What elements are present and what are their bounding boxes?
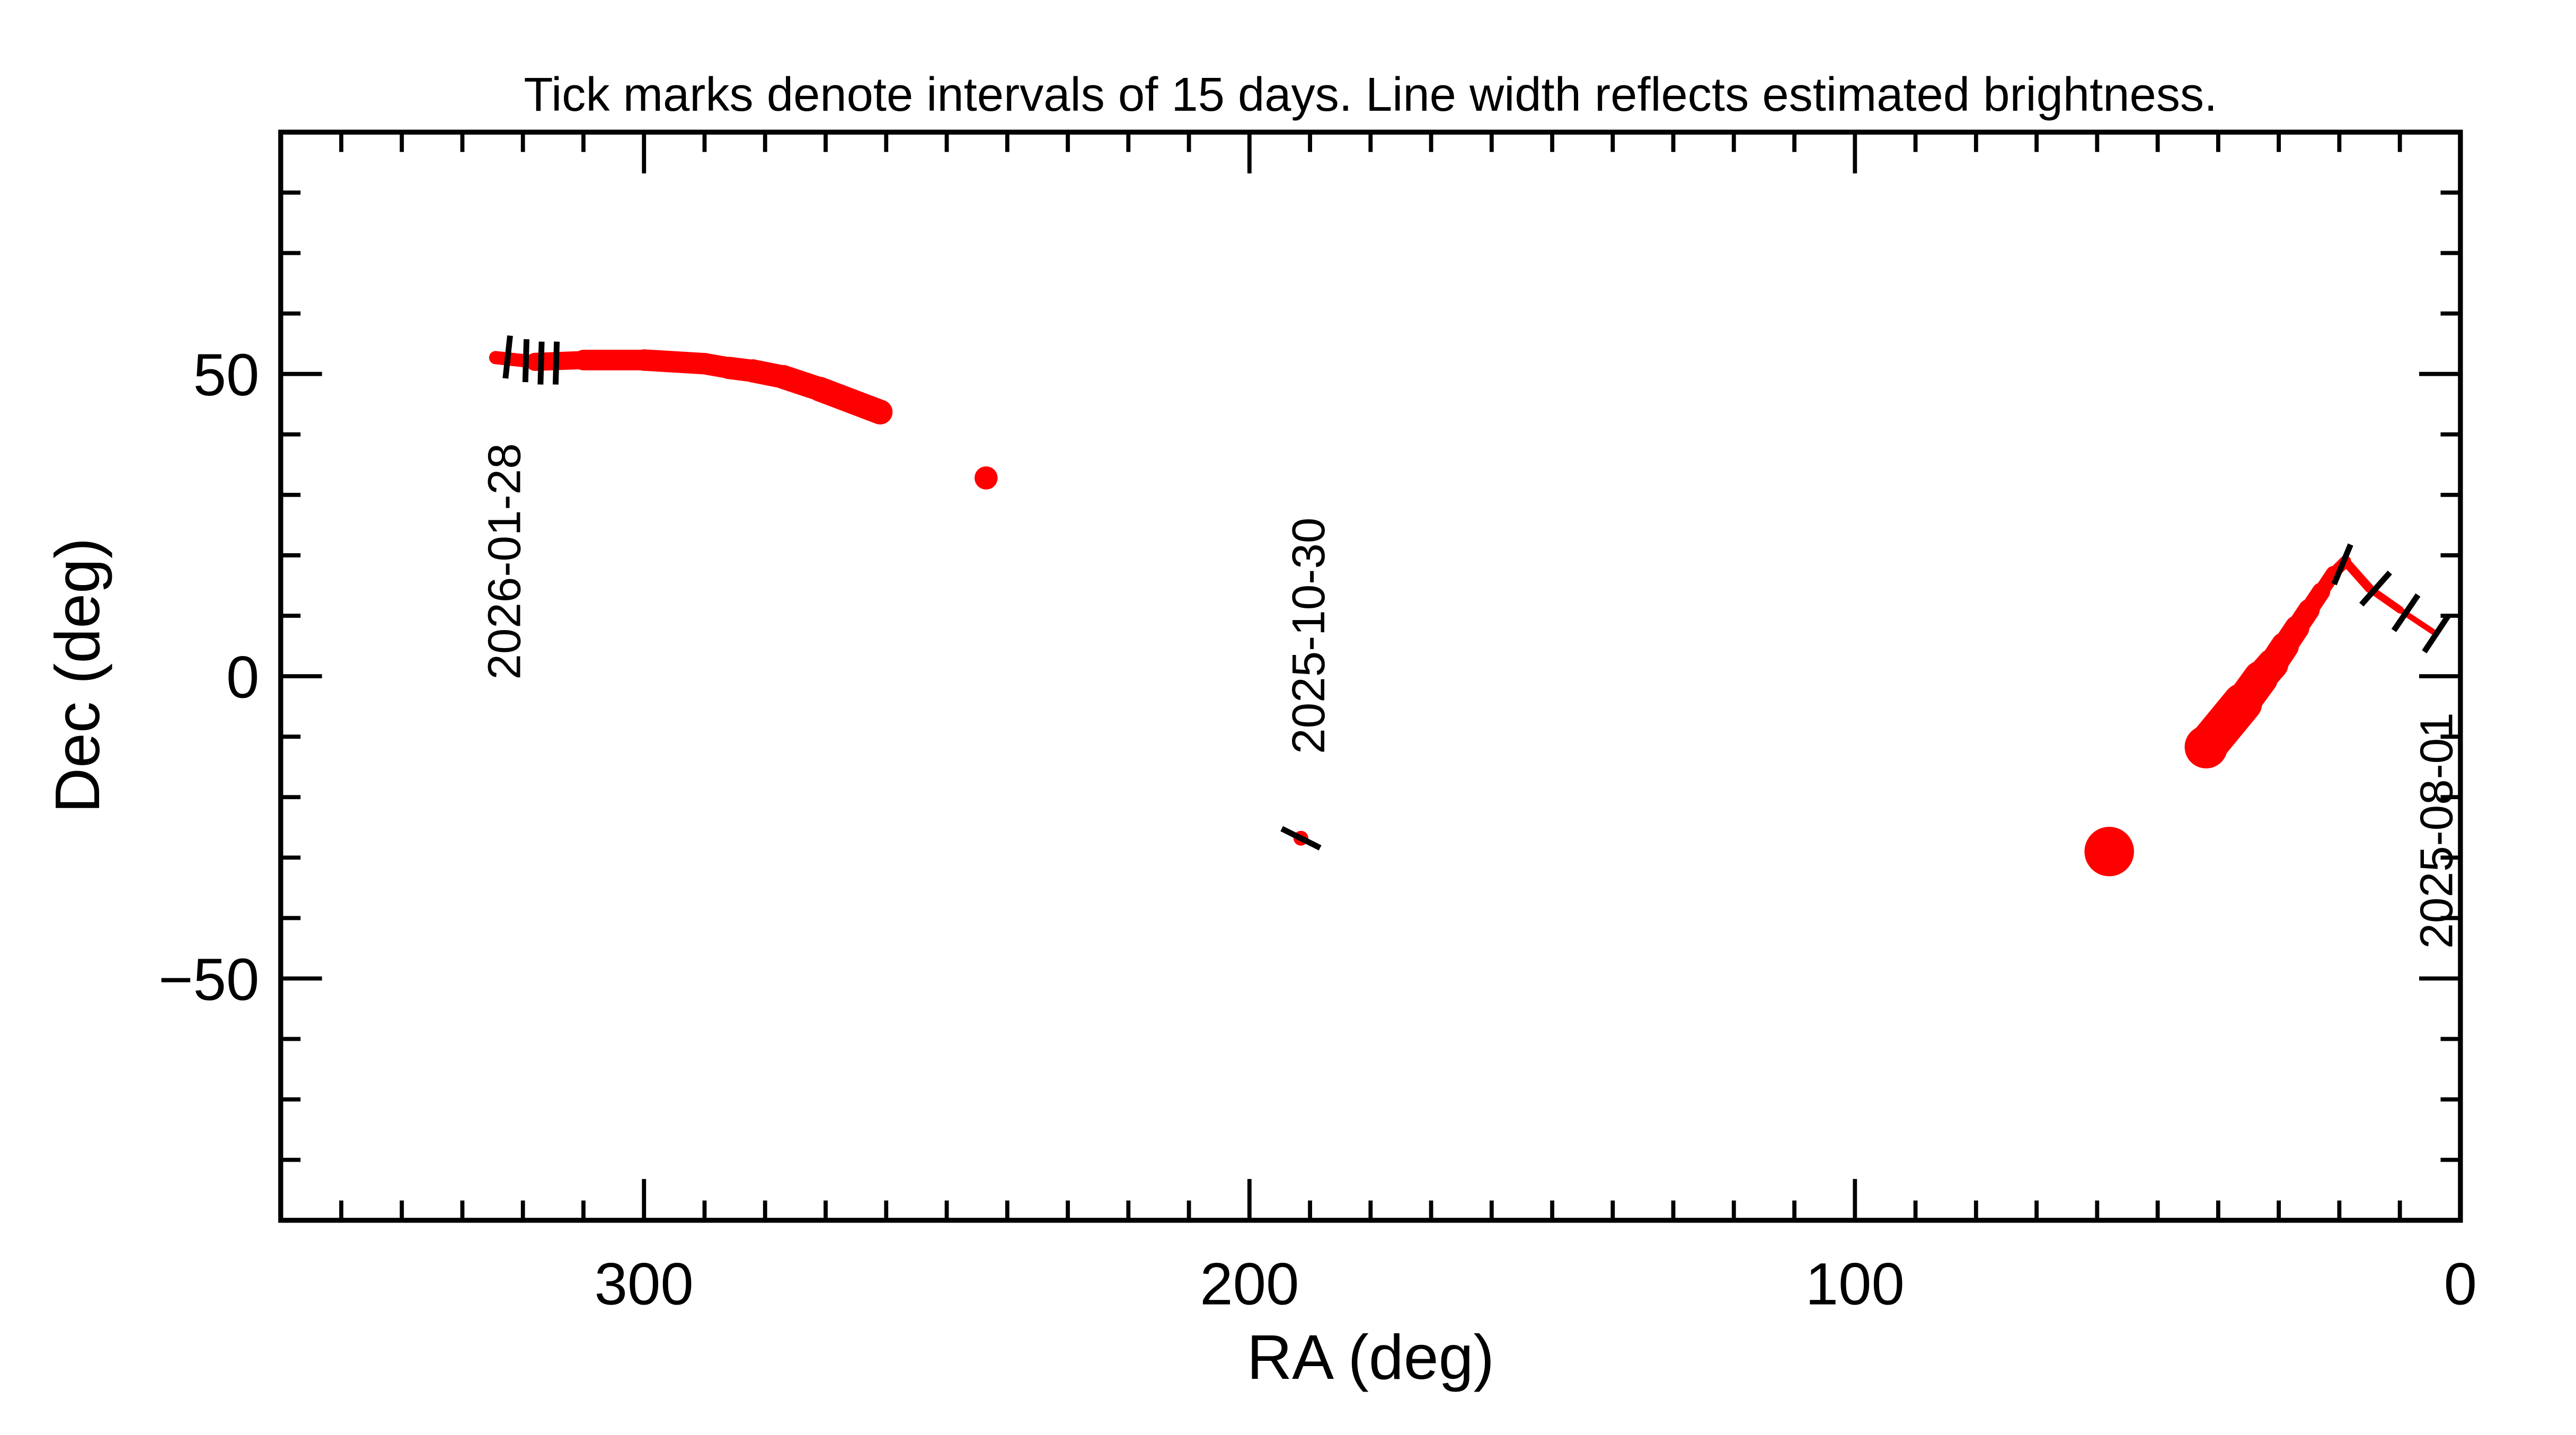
x-axis-label: RA (deg) bbox=[1247, 1323, 1494, 1393]
track-point bbox=[2084, 827, 2134, 876]
track-point bbox=[2224, 685, 2261, 721]
track-point bbox=[633, 349, 655, 371]
x-tick-label: 100 bbox=[1805, 1251, 1905, 1317]
track-point bbox=[2285, 616, 2309, 640]
track-point bbox=[2244, 661, 2277, 695]
x-tick-label: 300 bbox=[595, 1251, 694, 1317]
interval-tick bbox=[522, 339, 530, 383]
track-point bbox=[2184, 725, 2228, 769]
track-segment bbox=[2341, 556, 2375, 594]
plot-frame bbox=[278, 129, 2463, 1223]
interval-tick bbox=[1280, 826, 1322, 851]
interval-tick bbox=[553, 341, 560, 385]
date-label: 2025-08-01 bbox=[2411, 712, 2462, 949]
y-axis-label: Dec (deg) bbox=[43, 538, 113, 813]
chart-title: Tick marks denote intervals of 15 days. … bbox=[524, 68, 2217, 121]
track-point bbox=[573, 350, 594, 370]
y-tick-label: 50 bbox=[193, 341, 259, 408]
track-point bbox=[2299, 599, 2319, 620]
track-point bbox=[694, 353, 715, 375]
interval-tick bbox=[2359, 570, 2392, 607]
plot-marks bbox=[489, 335, 2451, 876]
track-point bbox=[741, 359, 765, 383]
axis-ticks bbox=[278, 130, 2463, 1223]
x-tick-label: 0 bbox=[2444, 1251, 2477, 1317]
track-point bbox=[718, 357, 740, 379]
track-point bbox=[807, 376, 832, 402]
track-point bbox=[867, 400, 893, 424]
date-label: 2025-10-30 bbox=[1283, 518, 1334, 754]
y-tick-label: 0 bbox=[226, 644, 259, 711]
interval-tick bbox=[2391, 593, 2421, 632]
interval-tick bbox=[537, 341, 545, 385]
track-point bbox=[974, 466, 998, 490]
date-label: 2026-01-28 bbox=[479, 443, 530, 679]
track-point bbox=[490, 352, 501, 363]
track-point bbox=[2313, 583, 2330, 600]
interval-tick bbox=[502, 335, 513, 379]
y-tick-label: −50 bbox=[158, 946, 259, 1013]
interval-tick bbox=[2331, 543, 2353, 586]
track-point bbox=[2396, 606, 2403, 613]
interval-tick bbox=[2422, 614, 2451, 653]
track-point bbox=[772, 365, 795, 389]
tick-labels: 300 200 100 0 50 0 −50 2025-08-01 2025-10-30 2026… bbox=[158, 341, 2477, 1317]
x-tick-label: 200 bbox=[1200, 1251, 1299, 1317]
